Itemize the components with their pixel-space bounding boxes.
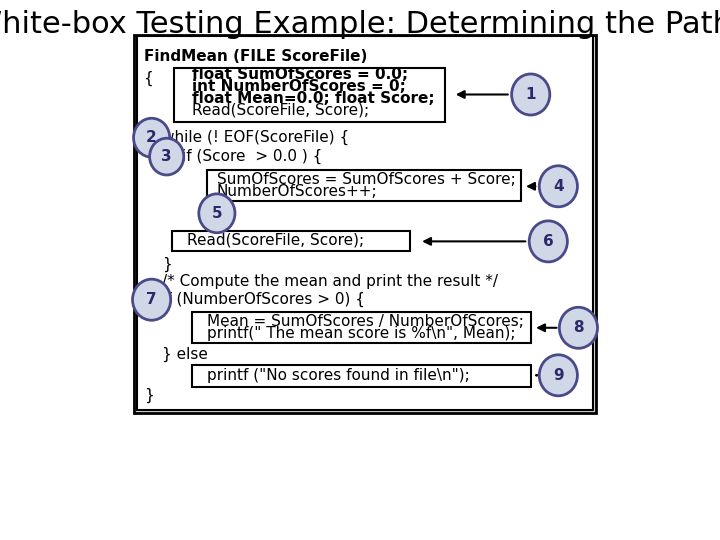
Text: int NumberOfScores = 0;: int NumberOfScores = 0; [192, 79, 405, 94]
Text: printf(" The mean score is %f\n", Mean);: printf(" The mean score is %f\n", Mean); [207, 326, 516, 341]
Text: 1: 1 [526, 87, 536, 102]
Text: SumOfScores = SumOfScores + Score;: SumOfScores = SumOfScores + Score; [217, 172, 516, 187]
Circle shape [132, 279, 171, 320]
Text: 4: 4 [553, 179, 564, 194]
Text: 2: 2 [146, 130, 157, 145]
FancyBboxPatch shape [134, 35, 596, 413]
FancyBboxPatch shape [207, 170, 521, 201]
Text: 5: 5 [212, 206, 222, 221]
FancyBboxPatch shape [174, 68, 446, 122]
Text: if (Score  > 0.0 ) {: if (Score > 0.0 ) { [181, 149, 322, 164]
Text: 6: 6 [543, 234, 554, 249]
Circle shape [512, 74, 550, 115]
Circle shape [133, 118, 170, 157]
Circle shape [539, 355, 577, 396]
Text: }: } [217, 206, 227, 221]
FancyBboxPatch shape [137, 36, 593, 410]
Text: 7: 7 [146, 292, 157, 307]
Text: printf ("No scores found in file\n");: printf ("No scores found in file\n"); [207, 368, 469, 383]
Circle shape [529, 221, 567, 262]
Text: Read(ScoreFile, Score);: Read(ScoreFile, Score); [186, 233, 364, 248]
Text: while (! EOF(ScoreFile) {: while (! EOF(ScoreFile) { [162, 130, 349, 145]
Text: float Mean=0.0; float Score;: float Mean=0.0; float Score; [192, 91, 434, 106]
FancyBboxPatch shape [171, 231, 410, 251]
Text: 8: 8 [573, 320, 584, 335]
Text: Mean = SumOfScores / NumberOfScores;: Mean = SumOfScores / NumberOfScores; [207, 314, 523, 329]
FancyBboxPatch shape [192, 364, 531, 387]
Circle shape [559, 307, 598, 348]
Text: 9: 9 [553, 368, 564, 383]
Text: }: } [162, 257, 171, 272]
Text: if (NumberOfScores > 0) {: if (NumberOfScores > 0) { [162, 292, 364, 307]
Text: float SumOfScores = 0.0;: float SumOfScores = 0.0; [192, 67, 408, 82]
Text: /* Compute the mean and print the result */: /* Compute the mean and print the result… [162, 274, 498, 289]
Text: }: } [144, 388, 154, 403]
Text: } else: } else [162, 347, 207, 362]
Circle shape [150, 138, 184, 175]
Text: White-box Testing Example: Determining the Paths: White-box Testing Example: Determining t… [0, 10, 720, 39]
Circle shape [539, 166, 577, 207]
Text: 3: 3 [161, 149, 172, 164]
Text: Read(ScoreFile, Score);: Read(ScoreFile, Score); [192, 103, 369, 118]
Text: {: { [144, 71, 158, 86]
Text: NumberOfScores++;: NumberOfScores++; [217, 184, 377, 199]
FancyBboxPatch shape [192, 312, 531, 343]
Circle shape [199, 194, 235, 233]
Text: FindMean (FILE ScoreFile): FindMean (FILE ScoreFile) [144, 49, 367, 64]
